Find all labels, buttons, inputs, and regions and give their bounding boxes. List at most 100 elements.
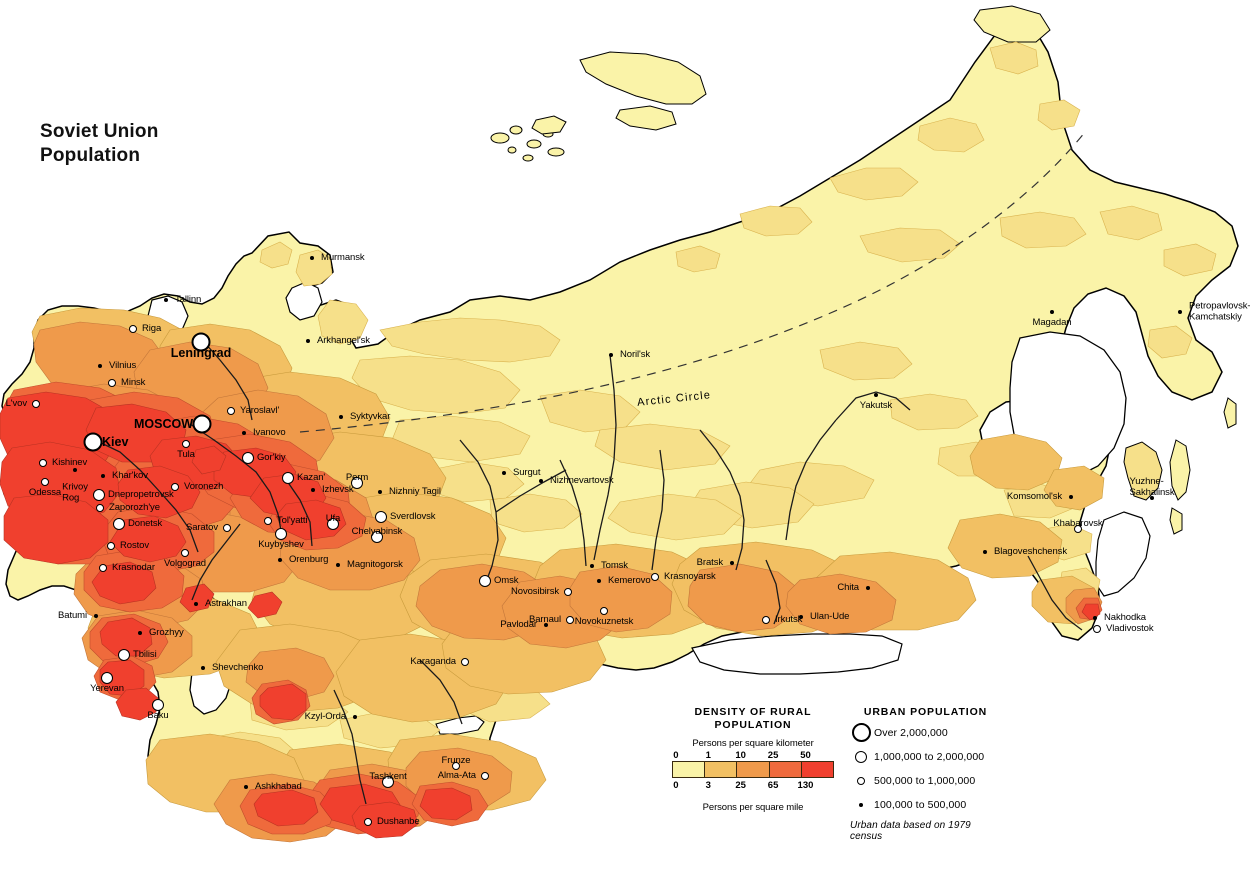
legend-urban-row: 100,000 to 500,000 [848,794,1003,815]
city-label: Kuybyshev [258,539,304,550]
city-label: Magnitogorsk [347,559,403,570]
city-symbol-d2 [564,588,572,596]
city-label: Tomsk [601,560,628,571]
city-symbol-d2 [481,772,489,780]
city-label: Irkutsk [775,614,803,625]
city-label: Ulan-Ude [810,611,850,622]
city-label: Dnepropetrovsk [108,489,174,500]
city-label: Gor'kiy [257,452,286,463]
legend-unit-mi: Persons per square mile [702,802,804,813]
legend-ticks-mi: 0 3 25 65 130 [672,780,834,791]
city-label: Krivoy Rog [62,481,88,504]
city-symbol-d2 [264,517,272,525]
city-symbol-d2 [39,459,47,467]
legend-tick: 10 [735,750,746,761]
city-symbol-d4 [191,332,211,352]
legend-swatch-2 [736,762,769,777]
legend-urban-row: 1,000,000 to 2,000,000 [848,746,1003,767]
legend-density: DENSITY OF RURAL POPULATION Persons per … [668,706,838,813]
city-label: Barnaul [528,614,561,625]
city-symbol-d1 [98,364,102,368]
legend-tick: 0 [673,750,679,761]
city-symbol-d3 [101,672,113,684]
city-label: Tol'yatti [277,515,308,526]
legend-scale: 0 1 10 25 50 0 3 25 65 130 [672,750,834,791]
city-label: Yaroslavl' [240,405,280,416]
city-symbol-d2 [182,440,190,448]
legend-urban-row: Over 2,000,000 [848,722,1003,743]
city-label: Orenburg [289,554,329,565]
legend-urban-label: 100,000 to 500,000 [874,798,967,811]
city-symbol-d1 [378,490,382,494]
city-symbol-d2 [227,407,235,415]
legend-urban-row: 500,000 to 1,000,000 [848,770,1003,791]
city-symbol-d1 [242,431,246,435]
legend-tick: 1 [705,750,711,761]
city-symbol-d2 [452,762,460,770]
city-symbol-d1 [539,479,543,483]
city-label: Kemerovo [608,575,651,586]
city-symbol-d3 [118,649,130,661]
city-label: Saratov [185,522,218,533]
city-label: Kazan' [297,472,326,483]
legend-swatch-0 [673,762,705,777]
legend-swatch-4 [800,762,834,777]
lake-balkhash [435,715,485,735]
city-symbol-d1 [1069,495,1073,499]
sea-of-japan [1095,511,1151,597]
city-label: Noril'sk [620,349,651,360]
city-label: Kishinev [52,457,88,468]
city-symbol-d1 [730,561,734,565]
city-label: Magadan [1032,317,1072,328]
mongolia-gap [691,633,903,675]
city-label: Grozhyy [149,627,184,638]
city-symbol-d1 [101,474,105,478]
legend-tick: 65 [767,780,779,791]
rivers-and-boundaries [94,341,1083,805]
city-symbol-d1 [983,550,987,554]
city-label: Riga [142,323,162,334]
city-symbol-d2 [1074,525,1082,533]
city-symbol-d1 [73,468,77,472]
city-label: Syktyvkar [350,411,391,422]
city-symbol-d1 [138,631,142,635]
legend-urban-symbol-circle-large [848,750,874,763]
city-label: Petropavlovsk- Kamchatskiy [1189,300,1250,322]
legend-urban-label: 500,000 to 1,000,000 [874,774,976,787]
city-symbol-d3 [275,528,287,540]
city-label: Ashkhabad [255,781,302,792]
city-label: Blagoveshchensk [994,546,1067,557]
city-label: Tallinn [175,294,202,305]
city-symbol-d2 [1093,625,1101,633]
legend-ticks-km: 0 1 10 25 50 [672,750,834,761]
city-label: Krasnoyarsk [664,571,716,582]
city-label: Nakhodka [1104,612,1146,623]
legend-tick: 3 [705,780,711,791]
city-label: Ufa [325,513,341,524]
legend-unit-km: Persons per square kilometer [692,738,814,749]
city-label: Leningrad [170,346,232,360]
city-symbol-d1 [590,564,594,568]
city-label: Vladivostok [1106,623,1154,634]
city-symbol-d1 [874,393,878,397]
city-symbol-d2 [651,573,659,581]
city-symbol-d1 [164,298,168,302]
legend-density-title: DENSITY OF RURAL POPULATION [668,706,838,732]
city-symbol-d1 [306,339,310,343]
city-symbol-d4 [83,432,103,452]
city-symbol-d2 [32,400,40,408]
city-symbol-d1 [609,353,613,357]
city-label: Volgograd [164,558,206,569]
city-label: Vilnius [109,360,137,371]
city-symbol-d2 [223,524,231,532]
city-label: Odessa [28,487,62,498]
city-label: Izhevsk [322,484,354,495]
legend-urban-rows: Over 2,000,000 1,000,000 to 2,000,000 500,… [848,722,1003,815]
city-label: Zaporozh'ye [109,502,160,513]
legend-urban-label: Over 2,000,000 [874,726,948,739]
city-symbol-d1 [1093,616,1097,620]
city-symbol-d3 [282,472,294,484]
city-symbol-d3 [113,518,125,530]
map-legend: DENSITY OF RURAL POPULATION Persons per … [660,706,1003,842]
city-symbol-d1 [244,785,248,789]
